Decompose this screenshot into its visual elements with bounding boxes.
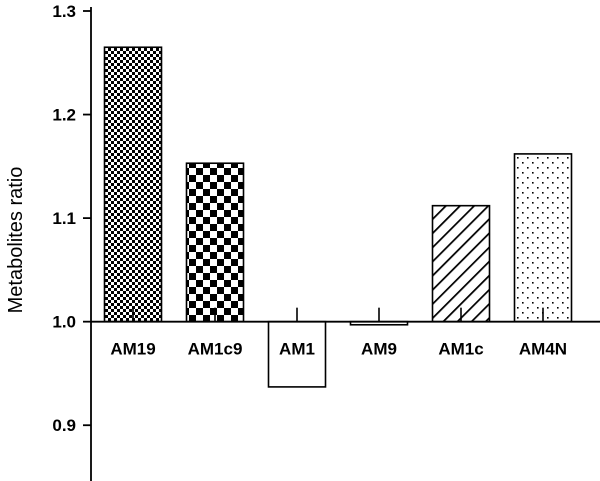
- category-label-am1: AM1: [279, 340, 315, 359]
- category-label-am19: AM19: [110, 340, 155, 359]
- y-tick-label: 1.0: [52, 313, 76, 332]
- category-label-am4n: AM4N: [519, 340, 567, 359]
- bar-am4n: [513, 153, 573, 323]
- bar-am1: [267, 320, 327, 388]
- bar-am1c9: [185, 162, 245, 323]
- y-tick-label: 0.9: [52, 416, 76, 435]
- bar-am1c: [431, 204, 491, 323]
- category-label-am9: AM9: [361, 340, 397, 359]
- y-tick-label: 1.3: [52, 2, 76, 21]
- y-tick-label: 1.2: [52, 106, 76, 125]
- category-label-am1c: AM1c: [438, 340, 483, 359]
- category-label-am1c9: AM1c9: [188, 340, 243, 359]
- y-axis-title: Metabolites ratio: [5, 167, 27, 314]
- y-tick-label: 1.1: [52, 209, 76, 228]
- bar-am19: [103, 46, 163, 323]
